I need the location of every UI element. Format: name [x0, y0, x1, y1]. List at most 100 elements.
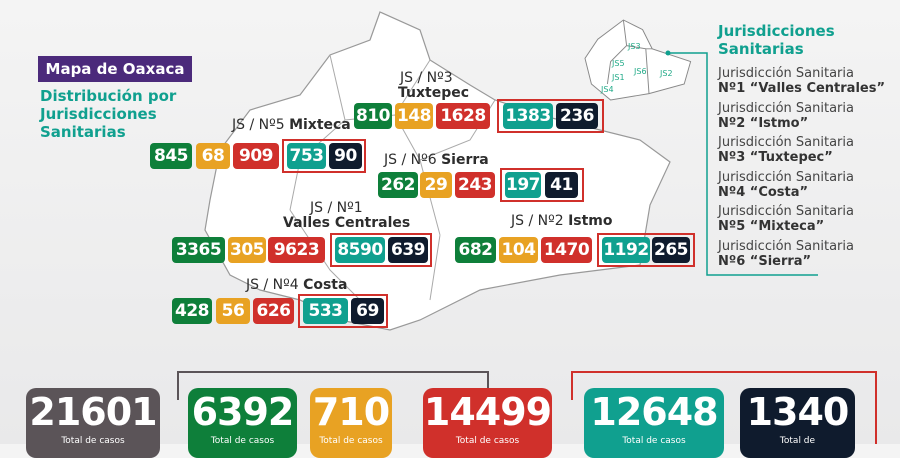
- mixteca-active-value: 90: [329, 143, 362, 169]
- costa-confirmed-value: 428: [172, 298, 212, 324]
- highlight-frame: [330, 233, 432, 267]
- mixteca-confirmed-value: 845: [150, 143, 192, 169]
- legend-line2: Nº6 “Sierra”: [718, 253, 812, 269]
- mixteca-recovered-value: 753: [287, 143, 326, 169]
- mixteca-deaths-value: 909: [233, 143, 279, 169]
- sierra-active-value: 41: [545, 172, 578, 198]
- region-label-sierra: JS / Nº6 Sierra: [384, 152, 489, 168]
- istmo-active-value: 265: [652, 237, 690, 263]
- legend-line1: Jurisdicción Sanitaria: [718, 100, 854, 116]
- valles-deaths-value: 9623: [268, 237, 325, 263]
- total-card: 710 Total de casos: [310, 388, 392, 458]
- legend-item: Jurisdicción Sanitaria Nº5 “Mixteca”: [718, 204, 854, 234]
- legend-item: Jurisdicción Sanitaria Nº2 “Istmo”: [718, 101, 854, 131]
- istmo-deaths-value: 1470: [541, 237, 592, 263]
- istmo-suspected-value: 104: [499, 237, 538, 263]
- subtitle-line: Sanitarias: [40, 123, 126, 141]
- minimap-label: JS6: [633, 67, 647, 76]
- minimap-label: JS5: [611, 59, 625, 68]
- total-value: 14499: [423, 390, 552, 434]
- minimap-label: JS4: [600, 85, 614, 94]
- region-label-tuxtepec: JS / Nº3: [400, 70, 453, 86]
- legend-line2: Nº2 “Istmo”: [718, 115, 809, 131]
- subtitle-line: Distribución por: [40, 87, 177, 105]
- total-caption: Total de casos: [61, 436, 125, 446]
- total-caption: Total de casos: [455, 436, 520, 446]
- total-value: 1340: [746, 390, 850, 434]
- minimap: [584, 19, 692, 101]
- tuxtepec-active-value: 236: [556, 103, 598, 129]
- legend-line2: Nº4 “Costa”: [718, 184, 809, 200]
- legend-line1: Jurisdicción Sanitaria: [718, 135, 854, 150]
- page-title: Mapa de Oaxaca: [38, 56, 192, 82]
- total-value: 21601: [29, 390, 157, 434]
- sierra-confirmed-value: 262: [378, 172, 418, 198]
- region-name: Istmo: [568, 213, 613, 229]
- legend-line1: Jurisdicción Sanitaria: [718, 169, 854, 185]
- legend-line2: Nº5 “Mixteca”: [718, 219, 825, 234]
- legend-line1: Jurisdicción Sanitaria: [718, 238, 854, 254]
- valles-recovered-value: 8590: [335, 237, 385, 263]
- total-value: 12648: [590, 390, 718, 434]
- istmo-recovered-value: 1192: [602, 237, 650, 263]
- mixteca-suspected-value: 68: [196, 143, 230, 169]
- region-label-valles: JS / Nº1: [310, 200, 363, 216]
- legend-title: Jurisdicciones Sanitarias: [718, 22, 835, 58]
- legend-line2: Nº3 “Tuxtepec”: [718, 150, 833, 165]
- subtitle: Distribución por Jurisdicciones Sanitari…: [40, 87, 176, 141]
- costa-active-value: 69: [351, 298, 384, 324]
- minimap-label: JS1: [611, 73, 625, 82]
- minimap-label: JS2: [659, 69, 673, 78]
- region-code: JS / Nº5: [232, 117, 285, 133]
- total-value: 710: [312, 390, 390, 434]
- sierra-suspected-value: 29: [420, 172, 452, 198]
- costa-suspected-value: 56: [216, 298, 250, 324]
- total-card: 21601 Total de casos: [26, 388, 160, 458]
- total-caption: Total de casos: [622, 436, 686, 446]
- region-label-mixteca: JS / Nº5 Mixteca: [232, 117, 351, 133]
- region-code: JS / Nº4: [246, 277, 299, 293]
- valles-suspected-value: 305: [228, 237, 266, 263]
- highlight-frame: [597, 233, 695, 267]
- region-code: JS / Nº6: [384, 152, 437, 168]
- subtitle-line: Jurisdicciones: [40, 105, 157, 123]
- region-label-istmo: JS / Nº2 Istmo: [511, 213, 613, 229]
- region-name-tuxtepec: Tuxtepec: [398, 85, 470, 101]
- total-value: 6392: [191, 390, 295, 434]
- highlight-frame: [500, 168, 584, 202]
- legend-item: Jurisdicción Sanitaria Nº1 “Valles Centra…: [718, 66, 885, 96]
- legend-item: Jurisdicción Sanitaria Nº4 “Costa”: [718, 170, 854, 200]
- tuxtepec-recovered-value: 1383: [503, 103, 553, 129]
- total-caption: Total de casos: [210, 436, 275, 446]
- legend-line2: Nº1 “Valles Centrales”: [718, 81, 886, 96]
- total-card: 1340 Total de: [740, 388, 855, 458]
- tuxtepec-deaths-value: 1628: [436, 103, 490, 129]
- tuxtepec-confirmed-value: 810: [354, 103, 392, 129]
- istmo-confirmed-value: 682: [455, 237, 496, 263]
- legend-line1: Jurisdicción Sanitaria: [718, 204, 854, 219]
- total-caption: Total de casos: [319, 436, 383, 446]
- tuxtepec-suspected-value: 148: [395, 103, 433, 129]
- total-card: 14499 Total de casos: [423, 388, 552, 458]
- region-label-costa: JS / Nº4 Costa: [246, 277, 347, 293]
- region-name: Mixteca: [289, 117, 351, 133]
- region-name: Sierra: [441, 152, 489, 168]
- legend-line1: Jurisdicción Sanitaria: [718, 66, 854, 81]
- highlight-frame: [282, 139, 366, 173]
- legend-title-line: Jurisdicciones: [718, 22, 835, 40]
- total-card: 6392 Total de casos: [188, 388, 297, 458]
- legend-title-line: Sanitarias: [718, 40, 804, 58]
- region-name: Costa: [303, 277, 348, 293]
- valles-confirmed-value: 3365: [172, 237, 225, 263]
- costa-deaths-value: 626: [253, 298, 294, 324]
- legend-item: Jurisdicción Sanitaria Nº6 “Sierra”: [718, 239, 854, 269]
- sierra-deaths-value: 243: [455, 172, 495, 198]
- legend-item: Jurisdicción Sanitaria Nº3 “Tuxtepec”: [718, 135, 854, 165]
- region-name-valles: Valles Centrales: [283, 215, 411, 231]
- valles-active-value: 639: [388, 237, 428, 263]
- highlight-frame: [497, 99, 604, 133]
- sierra-recovered-value: 197: [505, 172, 541, 198]
- minimap-label: JS3: [627, 42, 641, 51]
- costa-recovered-value: 533: [303, 298, 348, 324]
- total-card: 12648 Total de casos: [584, 388, 724, 458]
